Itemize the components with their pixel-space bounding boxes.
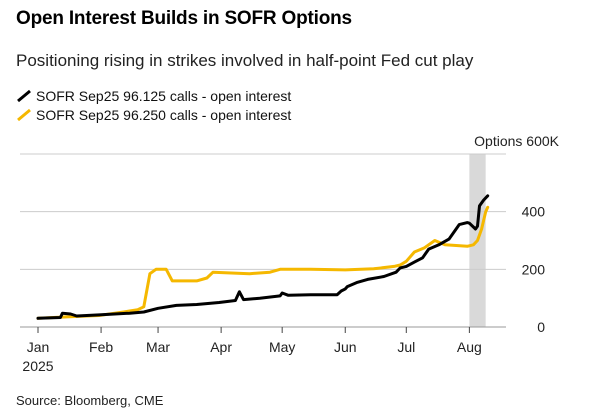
legend-item-series-2: SOFR Sep25 96.250 calls - open interest — [16, 105, 291, 124]
legend-label-series-1: SOFR Sep25 96.125 calls - open interest — [36, 87, 292, 104]
y-tick-label-400: 400 — [522, 204, 546, 220]
y-tick-label-0: 0 — [537, 319, 545, 335]
legend-swatch-yellow — [16, 108, 32, 122]
x-tick-label-may: May — [269, 339, 295, 355]
legend-label-series-2: SOFR Sep25 96.250 calls - open interest — [36, 106, 292, 123]
y-tick-label-200: 200 — [522, 261, 546, 277]
x-tick-label-apr: Apr — [210, 339, 232, 355]
chart-title: Open Interest Builds in SOFR Options — [16, 8, 352, 29]
series-line-2 — [36, 205, 490, 320]
x-tick-label-jul: Jul — [397, 339, 415, 355]
legend: SOFR Sep25 96.125 calls - open interest … — [16, 86, 291, 124]
x-year-label: 2025 — [22, 358, 53, 374]
legend-swatch-black — [16, 89, 32, 103]
x-tick-label-mar: Mar — [146, 339, 170, 355]
source-note: Source: Bloomberg, CME — [16, 393, 164, 408]
x-tick-label-aug: Aug — [457, 339, 482, 355]
x-tick-label-feb: Feb — [89, 339, 113, 355]
x-tick-label-jan: Jan — [27, 339, 50, 355]
series-line-1 — [36, 194, 490, 320]
legend-item-series-1: SOFR Sep25 96.125 calls - open interest — [16, 86, 291, 105]
y-unit-label: Options 600K — [474, 133, 559, 149]
chart-subtitle: Positioning rising in strikes involved i… — [16, 51, 474, 70]
x-tick-label-jun: Jun — [334, 339, 357, 355]
line-chart: 0 200 400 Options 600K Jan Feb Mar Apr May Jun Jul… — [20, 133, 560, 374]
